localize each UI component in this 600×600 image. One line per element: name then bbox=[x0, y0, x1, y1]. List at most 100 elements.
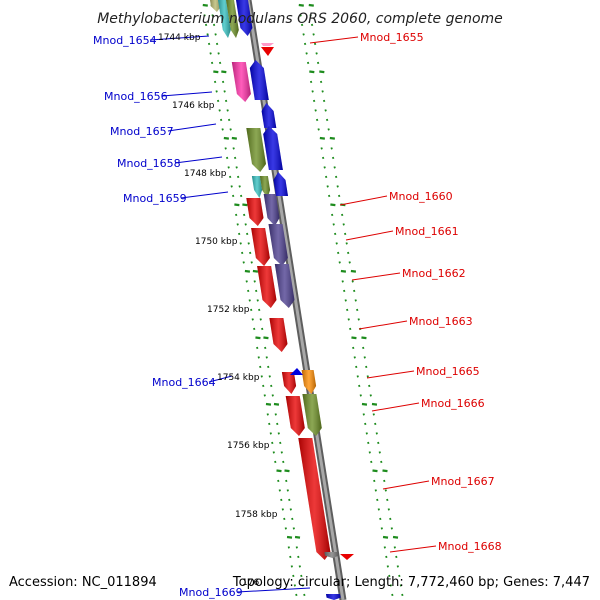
tick-mark bbox=[284, 527, 287, 530]
tick-mark bbox=[286, 535, 293, 539]
tick-mark bbox=[286, 489, 289, 492]
tick-mark bbox=[388, 574, 391, 578]
gene-feature-small[interactable] bbox=[261, 47, 274, 56]
gene-feature[interactable] bbox=[257, 266, 277, 308]
tick-mark bbox=[351, 280, 354, 283]
tick-mark bbox=[325, 175, 328, 179]
tick-mark bbox=[326, 185, 329, 188]
tick-mark bbox=[328, 194, 331, 198]
tick-mark bbox=[288, 498, 291, 502]
gene-label-mnod-1656[interactable]: Mnod_1656 bbox=[104, 90, 168, 103]
gene-feature[interactable] bbox=[226, 0, 239, 38]
gene-label-mnod-1660[interactable]: Mnod_1660 bbox=[389, 190, 453, 203]
gene-feature[interactable] bbox=[285, 396, 305, 436]
tick-mark bbox=[212, 23, 216, 27]
tick-mark bbox=[230, 185, 233, 188]
tick-mark bbox=[255, 289, 258, 293]
tick-mark bbox=[215, 42, 219, 46]
gene-label-mnod-1658[interactable]: Mnod_1658 bbox=[117, 157, 181, 170]
tick-mark bbox=[342, 223, 345, 226]
gene-feature[interactable] bbox=[301, 370, 317, 394]
gene-feature[interactable] bbox=[251, 228, 270, 266]
tick-mark bbox=[345, 242, 348, 245]
tick-mark bbox=[373, 479, 376, 483]
gene-label-mnod-1657[interactable]: Mnod_1657 bbox=[110, 125, 174, 138]
gene-feature[interactable] bbox=[324, 552, 339, 558]
gene-feature[interactable] bbox=[246, 128, 266, 172]
tick-mark bbox=[218, 61, 222, 65]
gene-label-mnod-1662[interactable]: Mnod_1662 bbox=[402, 267, 466, 280]
tick-mark bbox=[257, 356, 260, 359]
tick-mark bbox=[270, 384, 273, 388]
tick-mark bbox=[269, 432, 272, 435]
gene-feature[interactable] bbox=[274, 264, 295, 308]
gene-feature-small[interactable] bbox=[261, 43, 274, 46]
tick-mark bbox=[315, 52, 318, 55]
tick-mark bbox=[287, 546, 290, 549]
gene-feature[interactable] bbox=[273, 172, 289, 196]
gene-feature[interactable] bbox=[263, 194, 280, 226]
gene-label-mnod-1661[interactable]: Mnod_1661 bbox=[395, 225, 459, 238]
tick-mark bbox=[379, 517, 382, 521]
tick-mark bbox=[329, 136, 335, 140]
scale-label-1760: 176 bbox=[242, 578, 259, 588]
tick-mark bbox=[226, 109, 229, 112]
gene-label-mnod-1655[interactable]: Mnod_1655 bbox=[360, 31, 424, 44]
label-connector bbox=[208, 375, 233, 383]
gene-label-mnod-1654[interactable]: Mnod_1654 bbox=[93, 34, 157, 47]
gene-feature[interactable] bbox=[302, 394, 322, 436]
tick-mark bbox=[249, 251, 252, 255]
gene-label-mnod-1668[interactable]: Mnod_1668 bbox=[438, 540, 502, 553]
scale-label-1750: 1750 kbp bbox=[195, 237, 238, 247]
label-connector bbox=[167, 123, 217, 132]
tick-mark bbox=[283, 517, 286, 521]
gene-feature[interactable] bbox=[231, 62, 251, 102]
gene-feature[interactable] bbox=[236, 0, 253, 36]
gene-label-mnod-1669[interactable]: Mnod_1669 bbox=[179, 586, 243, 599]
gene-label-mnod-1667[interactable]: Mnod_1667 bbox=[431, 475, 495, 488]
gene-label-mnod-1665[interactable]: Mnod_1665 bbox=[416, 365, 480, 378]
map-title: Methylobacterium nodulans ORS 2060, comp… bbox=[97, 11, 503, 27]
tick-mark bbox=[361, 336, 367, 340]
gene-feature-small[interactable] bbox=[340, 554, 354, 560]
tick-mark bbox=[337, 251, 340, 255]
tick-mark bbox=[207, 42, 211, 46]
tick-mark bbox=[291, 517, 294, 521]
tick-mark bbox=[352, 346, 355, 350]
label-connector bbox=[339, 195, 388, 206]
gene-feature[interactable] bbox=[218, 0, 231, 38]
gene-feature[interactable] bbox=[259, 176, 271, 198]
tick-mark bbox=[382, 469, 388, 473]
gene-label-mnod-1663[interactable]: Mnod_1663 bbox=[409, 315, 473, 328]
gene-feature[interactable] bbox=[326, 594, 341, 600]
tick-mark bbox=[221, 70, 227, 74]
gene-feature-small[interactable] bbox=[290, 368, 303, 375]
scale-label-1744: 1744 kbp bbox=[158, 33, 201, 43]
scale-label-1754: 1754 kbp bbox=[217, 373, 260, 383]
gene-label-mnod-1666[interactable]: Mnod_1666 bbox=[421, 397, 485, 410]
tick-mark bbox=[282, 460, 285, 464]
gene-feature[interactable] bbox=[263, 126, 283, 170]
gene-feature[interactable] bbox=[246, 198, 264, 226]
tick-mark bbox=[336, 185, 339, 188]
accession-text: Accession: NC_011894 bbox=[9, 575, 157, 590]
gene-label-mnod-1664[interactable]: Mnod_1664 bbox=[152, 376, 216, 389]
gene-feature[interactable] bbox=[261, 103, 277, 128]
tick-mark bbox=[376, 498, 379, 502]
gene-feature[interactable] bbox=[269, 318, 288, 352]
tick-mark bbox=[340, 269, 347, 273]
gene-label-mnod-1659[interactable]: Mnod_1659 bbox=[123, 192, 187, 205]
gene-feature[interactable] bbox=[251, 176, 263, 198]
gene-feature[interactable] bbox=[210, 0, 221, 12]
gene-feature[interactable] bbox=[249, 60, 269, 100]
tick-mark bbox=[344, 299, 347, 302]
tick-mark bbox=[263, 394, 266, 397]
gene-feature[interactable] bbox=[268, 224, 288, 266]
tick-mark bbox=[362, 346, 365, 350]
gene-feature[interactable] bbox=[281, 372, 297, 394]
tick-mark bbox=[324, 109, 327, 112]
tick-mark bbox=[305, 52, 308, 55]
gene-feature[interactable] bbox=[298, 438, 331, 560]
tick-mark bbox=[232, 194, 235, 198]
tick-mark bbox=[284, 469, 290, 473]
